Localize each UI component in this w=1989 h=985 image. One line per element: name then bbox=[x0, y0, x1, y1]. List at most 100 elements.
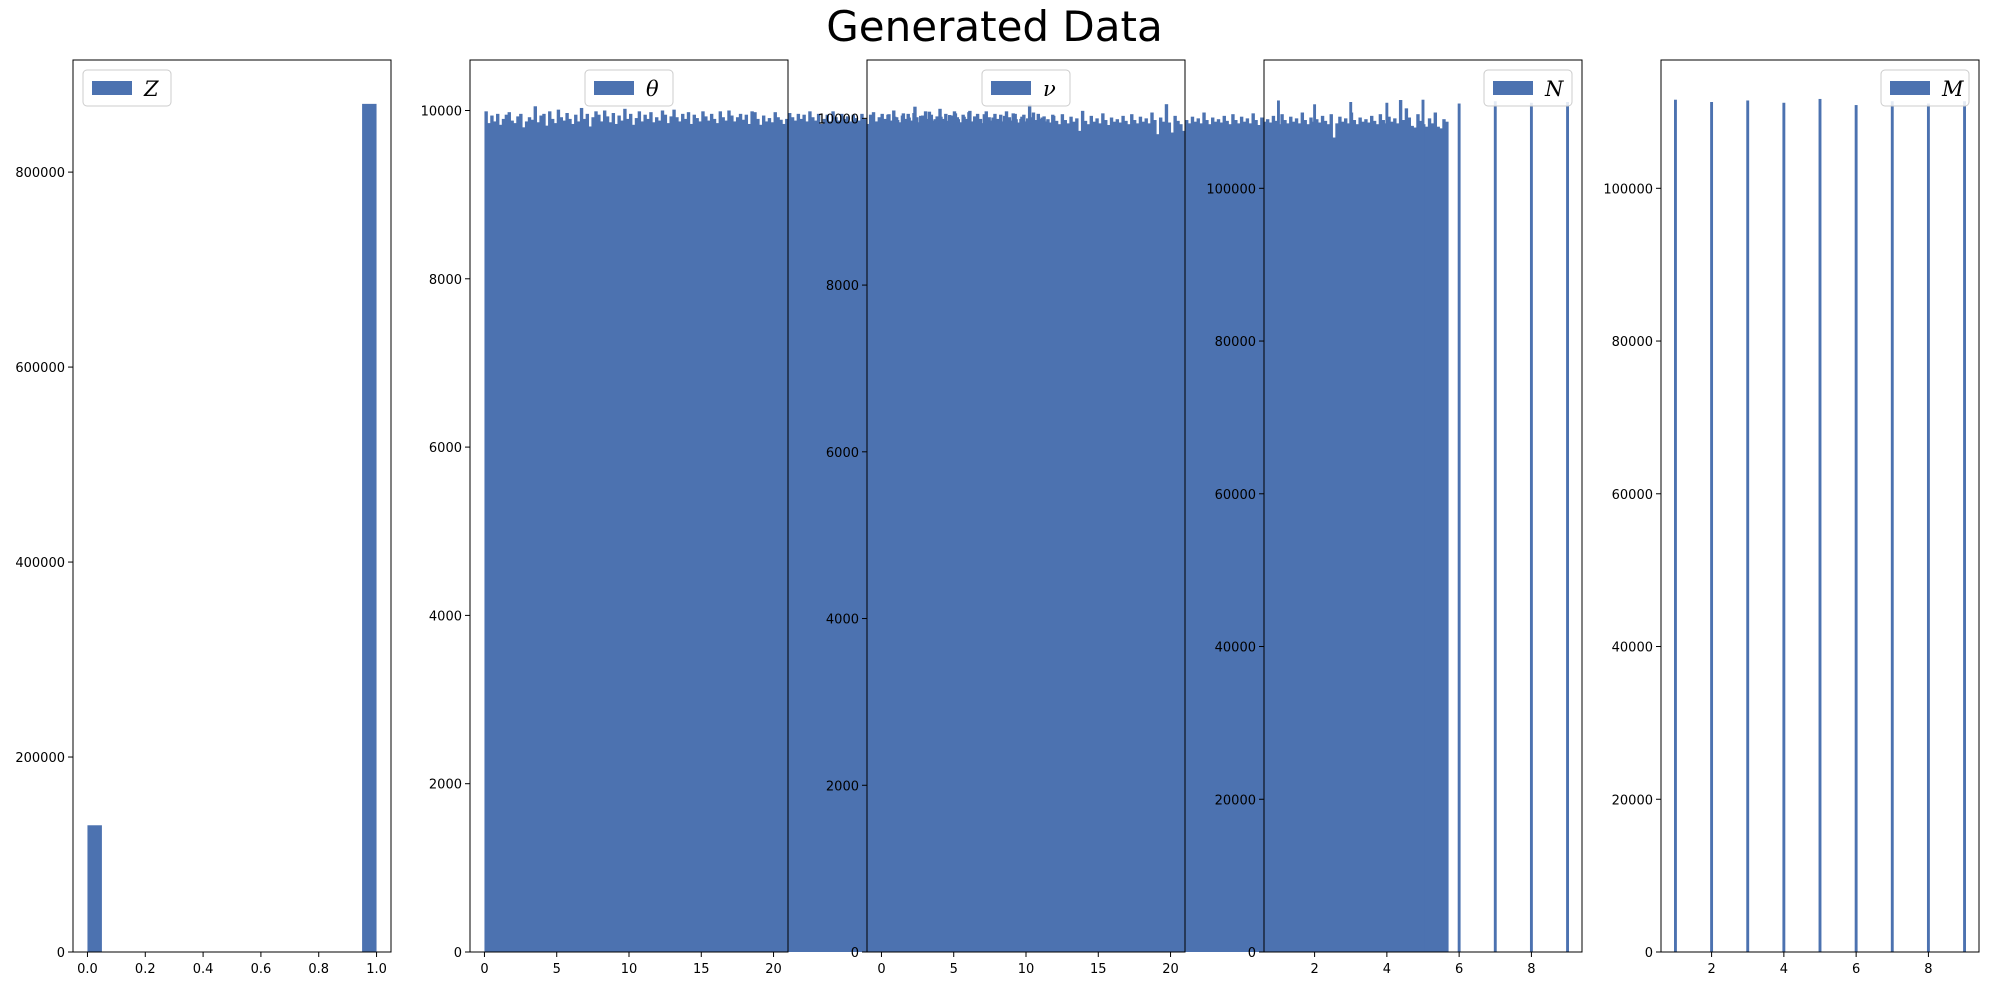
bar bbox=[1289, 116, 1293, 952]
bar bbox=[1167, 122, 1172, 952]
bar bbox=[828, 121, 832, 953]
bar bbox=[1387, 116, 1391, 952]
bar bbox=[1349, 102, 1353, 953]
bar bbox=[1179, 124, 1183, 952]
bar bbox=[1228, 124, 1232, 952]
bar bbox=[959, 122, 963, 952]
bar bbox=[860, 113, 864, 952]
bar bbox=[1101, 113, 1105, 952]
bar bbox=[898, 123, 903, 953]
bar bbox=[1028, 123, 1033, 953]
bar bbox=[1190, 116, 1195, 952]
bar bbox=[712, 118, 717, 953]
bar bbox=[602, 110, 607, 953]
x-tick-label: 1.0 bbox=[366, 962, 387, 977]
bar bbox=[1370, 115, 1374, 953]
bars bbox=[1277, 99, 1569, 953]
bar bbox=[735, 117, 740, 952]
bar bbox=[916, 124, 920, 952]
bar bbox=[1291, 121, 1296, 953]
bar bbox=[890, 122, 894, 952]
bar bbox=[565, 113, 569, 953]
bar bbox=[1419, 120, 1423, 952]
bar bbox=[704, 116, 708, 953]
bar bbox=[666, 123, 670, 952]
bar bbox=[881, 129, 885, 953]
bar bbox=[1326, 124, 1331, 952]
bar bbox=[487, 123, 491, 952]
legend-swatch bbox=[92, 81, 132, 95]
bar bbox=[634, 118, 639, 952]
bar bbox=[1211, 117, 1215, 953]
bar bbox=[1401, 120, 1406, 952]
x-tick-label: 0.8 bbox=[308, 962, 329, 977]
bar bbox=[1069, 116, 1073, 952]
bar bbox=[545, 125, 549, 952]
bar bbox=[582, 118, 587, 953]
bar bbox=[840, 113, 844, 952]
bar bbox=[1323, 120, 1328, 952]
bar bbox=[1309, 117, 1313, 953]
bar bbox=[1046, 119, 1050, 952]
bar bbox=[1404, 108, 1409, 953]
bar bbox=[571, 123, 575, 953]
bar bbox=[1182, 130, 1186, 953]
bar bbox=[1017, 122, 1021, 952]
x-tick-label: 8 bbox=[1924, 962, 1932, 977]
bar bbox=[594, 111, 598, 952]
bar bbox=[971, 123, 975, 953]
y-tick-label: 60000 bbox=[1612, 488, 1653, 503]
bar bbox=[991, 117, 995, 953]
bar bbox=[550, 118, 555, 953]
bar bbox=[695, 118, 699, 952]
y-tick-label: 0 bbox=[454, 946, 462, 961]
bar bbox=[1002, 115, 1007, 953]
bar bbox=[854, 118, 858, 952]
bar bbox=[672, 109, 676, 953]
bar bbox=[730, 115, 734, 953]
bar bbox=[1014, 119, 1018, 952]
x-tick-label: 0 bbox=[480, 962, 488, 977]
bar bbox=[1303, 120, 1307, 952]
bar bbox=[1135, 123, 1140, 953]
bar bbox=[750, 111, 754, 952]
bar bbox=[646, 118, 650, 953]
bar bbox=[1566, 102, 1569, 953]
bar bbox=[637, 111, 642, 952]
bar bbox=[756, 118, 760, 953]
bar bbox=[979, 125, 984, 953]
bar bbox=[1271, 115, 1276, 953]
bar bbox=[1185, 120, 1189, 952]
y-tick-label: 4000 bbox=[826, 613, 859, 628]
bar bbox=[895, 120, 900, 952]
bar bbox=[1407, 117, 1411, 953]
bar bbox=[724, 120, 728, 952]
bar bbox=[805, 121, 809, 953]
bar bbox=[1396, 123, 1400, 953]
x-tick-label: 20 bbox=[765, 962, 782, 977]
y-tick-label: 0 bbox=[1645, 946, 1653, 961]
bar bbox=[686, 112, 691, 952]
bar bbox=[871, 112, 876, 952]
bar bbox=[605, 116, 610, 953]
bar bbox=[802, 114, 806, 952]
bar bbox=[1115, 119, 1120, 952]
bar bbox=[1161, 121, 1166, 953]
y-tick-label: 100000 bbox=[1206, 182, 1256, 197]
bar bbox=[947, 115, 952, 952]
bar bbox=[1436, 126, 1440, 952]
bar bbox=[1242, 121, 1247, 953]
bar bbox=[707, 120, 711, 952]
bar bbox=[1274, 120, 1279, 952]
bar bbox=[962, 116, 966, 952]
bar bbox=[1294, 118, 1299, 952]
bar bbox=[623, 108, 627, 952]
bar bbox=[770, 122, 775, 952]
bar bbox=[626, 118, 630, 953]
bar bbox=[982, 114, 987, 953]
legend-label: N bbox=[1544, 77, 1564, 101]
bar bbox=[1124, 120, 1128, 952]
bar bbox=[510, 120, 514, 952]
bar bbox=[968, 110, 972, 952]
y-tick-label: 2000 bbox=[826, 779, 859, 794]
